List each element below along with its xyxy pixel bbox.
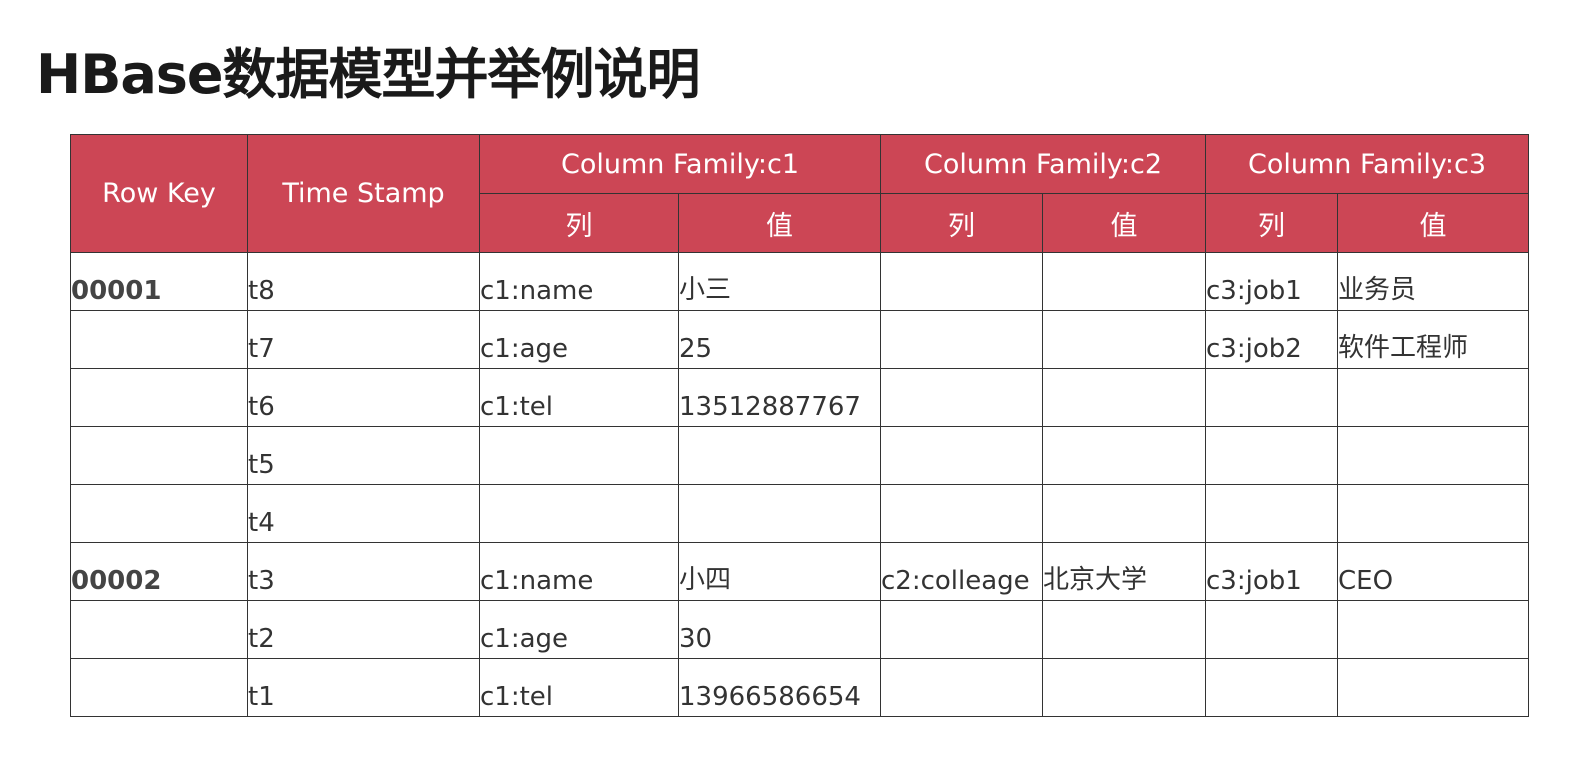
- cell-c2-column: [880, 658, 1043, 717]
- cell-time-stamp: t2: [247, 600, 480, 659]
- cell-c2-column: c2:colleage: [880, 542, 1043, 601]
- cell-c3-column: [1205, 658, 1338, 717]
- cell-c1-column: c1:tel: [479, 658, 679, 717]
- header-row-key: Row Key: [70, 134, 248, 253]
- cell-c2-column: [880, 310, 1043, 369]
- cell-c2-value: [1042, 426, 1206, 485]
- page-title: HBase数据模型并举例说明: [36, 43, 701, 106]
- table-row: t2 c1:age 30: [70, 600, 1529, 659]
- cell-time-stamp: t4: [247, 484, 480, 543]
- cell-c1-value: [678, 484, 881, 543]
- table-row: t7 c1:age 25 c3:job2 软件工程师: [70, 310, 1529, 369]
- cell-c1-value: 13512887767: [678, 368, 881, 427]
- cell-c3-column: [1205, 368, 1338, 427]
- cell-c2-column: [880, 600, 1043, 659]
- cell-row-key: [70, 426, 248, 485]
- cell-c1-column: [479, 484, 679, 543]
- header-val: 值: [678, 193, 881, 253]
- header-family-c1: Column Family:c1: [479, 134, 881, 194]
- cell-c1-column: c1:age: [479, 600, 679, 659]
- cell-row-key: 00001: [70, 252, 248, 311]
- cell-time-stamp: t8: [247, 252, 480, 311]
- cell-c3-column: c3:job1: [1205, 252, 1338, 311]
- header-family-c3: Column Family:c3: [1205, 134, 1529, 194]
- cell-c3-column: c3:job2: [1205, 310, 1338, 369]
- cell-c2-value: [1042, 658, 1206, 717]
- cell-c2-value: [1042, 484, 1206, 543]
- cell-time-stamp: t1: [247, 658, 480, 717]
- table-row: t1 c1:tel 13966586654: [70, 658, 1529, 717]
- cell-c1-value: 30: [678, 600, 881, 659]
- cell-c1-value: 25: [678, 310, 881, 369]
- cell-c1-value: 13966586654: [678, 658, 881, 717]
- cell-c3-value: [1337, 484, 1529, 543]
- cell-c2-value: [1042, 600, 1206, 659]
- cell-c2-value: [1042, 252, 1206, 311]
- header-col: 列: [880, 193, 1043, 253]
- cell-c3-value: CEO: [1337, 542, 1529, 601]
- cell-c1-column: c1:name: [479, 542, 679, 601]
- cell-c3-value: 业务员: [1337, 252, 1529, 311]
- table-row: t5: [70, 426, 1529, 485]
- header-family-c2: Column Family:c2: [880, 134, 1206, 194]
- cell-c2-column: [880, 426, 1043, 485]
- cell-c1-column: c1:name: [479, 252, 679, 311]
- cell-c3-value: [1337, 658, 1529, 717]
- cell-c3-value: [1337, 600, 1529, 659]
- cell-c1-column: c1:age: [479, 310, 679, 369]
- table-row: 00002 t3 c1:name 小四 c2:colleage 北京大学 c3:job1 CE…: [70, 542, 1529, 601]
- cell-c2-value: 北京大学: [1042, 542, 1206, 601]
- cell-row-key: [70, 484, 248, 543]
- cell-c1-value: [678, 426, 881, 485]
- header-time-stamp: Time Stamp: [247, 134, 480, 253]
- cell-time-stamp: t5: [247, 426, 480, 485]
- cell-c3-column: c3:job1: [1205, 542, 1338, 601]
- cell-c3-column: [1205, 426, 1338, 485]
- table-row: 00001 t8 c1:name 小三 c3:job1 业务员: [70, 252, 1529, 311]
- hbase-data-table: Row Key Time Stamp Column Family:c1 Colu…: [70, 134, 1529, 717]
- cell-c3-value: [1337, 426, 1529, 485]
- cell-c1-value: 小四: [678, 542, 881, 601]
- cell-row-key: [70, 368, 248, 427]
- cell-time-stamp: t6: [247, 368, 480, 427]
- cell-c2-value: [1042, 368, 1206, 427]
- cell-row-key: 00002: [70, 542, 248, 601]
- cell-time-stamp: t7: [247, 310, 480, 369]
- cell-c2-value: [1042, 310, 1206, 369]
- table-row: t6 c1:tel 13512887767: [70, 368, 1529, 427]
- cell-c3-value: [1337, 368, 1529, 427]
- cell-c1-value: 小三: [678, 252, 881, 311]
- cell-c2-column: [880, 252, 1043, 311]
- cell-row-key: [70, 658, 248, 717]
- cell-row-key: [70, 600, 248, 659]
- cell-c3-column: [1205, 600, 1338, 659]
- header-col: 列: [479, 193, 679, 253]
- header-val: 值: [1337, 193, 1529, 253]
- cell-time-stamp: t3: [247, 542, 480, 601]
- cell-c2-column: [880, 368, 1043, 427]
- table-row: t4: [70, 484, 1529, 543]
- cell-c1-column: c1:tel: [479, 368, 679, 427]
- cell-row-key: [70, 310, 248, 369]
- cell-c3-value: 软件工程师: [1337, 310, 1529, 369]
- cell-c3-column: [1205, 484, 1338, 543]
- header-col: 列: [1205, 193, 1338, 253]
- cell-c2-column: [880, 484, 1043, 543]
- cell-c1-column: [479, 426, 679, 485]
- header-val: 值: [1042, 193, 1206, 253]
